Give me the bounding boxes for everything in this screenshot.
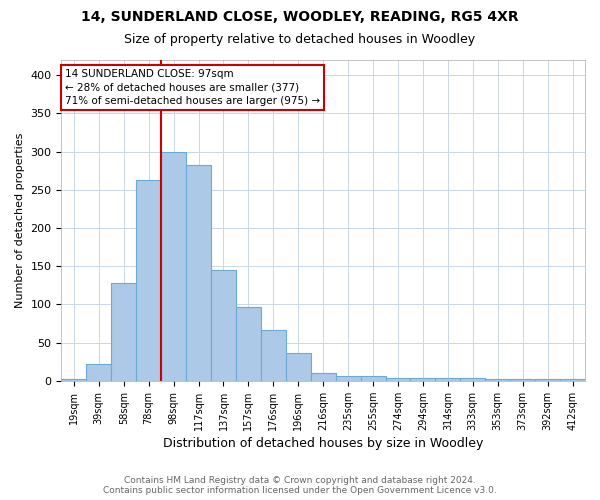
Bar: [86, 364, 111, 381]
Bar: [436, 378, 460, 381]
X-axis label: Distribution of detached houses by size in Woodley: Distribution of detached houses by size …: [163, 437, 484, 450]
Bar: [286, 354, 311, 381]
Bar: [136, 180, 161, 381]
Bar: [335, 376, 361, 381]
Bar: [186, 164, 211, 381]
Bar: [535, 380, 560, 381]
Bar: [311, 373, 335, 381]
Text: 14 SUNDERLAND CLOSE: 97sqm
← 28% of detached houses are smaller (377)
71% of sem: 14 SUNDERLAND CLOSE: 97sqm ← 28% of deta…: [65, 69, 320, 106]
Bar: [386, 378, 410, 381]
Bar: [261, 330, 286, 381]
Bar: [361, 376, 386, 381]
Bar: [111, 283, 136, 381]
Bar: [560, 380, 585, 381]
Bar: [161, 152, 186, 381]
Bar: [236, 306, 261, 381]
Text: 14, SUNDERLAND CLOSE, WOODLEY, READING, RG5 4XR: 14, SUNDERLAND CLOSE, WOODLEY, READING, …: [81, 10, 519, 24]
Text: Size of property relative to detached houses in Woodley: Size of property relative to detached ho…: [124, 32, 476, 46]
Bar: [510, 378, 535, 381]
Y-axis label: Number of detached properties: Number of detached properties: [15, 132, 25, 308]
Bar: [460, 378, 485, 381]
Bar: [485, 378, 510, 381]
Bar: [61, 380, 86, 381]
Bar: [410, 378, 436, 381]
Bar: [211, 270, 236, 381]
Text: Contains HM Land Registry data © Crown copyright and database right 2024.
Contai: Contains HM Land Registry data © Crown c…: [103, 476, 497, 495]
